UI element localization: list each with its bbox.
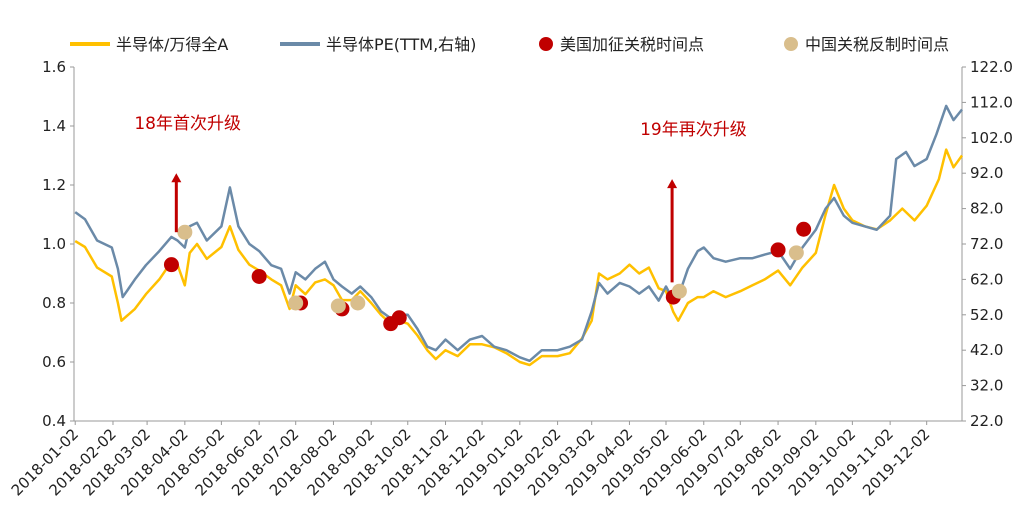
legend-label: 半导体PE(TTM,右轴) xyxy=(326,35,476,54)
y-right-tick-label: 112.0 xyxy=(970,93,1013,111)
us-tariff-marker xyxy=(251,268,267,284)
y-right-tick-label: 62.0 xyxy=(970,270,1003,288)
y-right-tick-label: 122.0 xyxy=(970,58,1013,76)
y-left-tick-label: 0.8 xyxy=(42,294,66,312)
legend-label: 中国关税反制时间点 xyxy=(805,35,949,54)
annotation-arrow-head xyxy=(667,179,678,189)
series-layer xyxy=(74,104,964,367)
series-line-1 xyxy=(74,148,964,367)
y-right-tick-label: 92.0 xyxy=(970,164,1003,182)
annotation-label: 19年再次升级 xyxy=(640,120,747,140)
legend-marker-swatch xyxy=(784,37,798,51)
y-right-tick-label: 102.0 xyxy=(970,129,1013,147)
annotation-layer: 18年首次升级 19年再次升级 xyxy=(134,114,747,283)
cn-countermeasure-marker xyxy=(350,295,366,311)
y-left-tick-label: 1.6 xyxy=(42,58,66,76)
y-left-tick-label: 0.4 xyxy=(42,412,66,430)
cn-countermeasure-marker xyxy=(177,224,193,240)
us-tariff-marker xyxy=(163,257,179,273)
us-tariff-marker xyxy=(391,310,407,326)
legend-marker-swatch xyxy=(539,37,553,51)
cn-countermeasure-marker xyxy=(330,298,346,314)
cn-countermeasure-marker xyxy=(788,245,804,261)
y-right-tick-label: 42.0 xyxy=(970,341,1003,359)
cn-countermeasure-marker xyxy=(671,283,687,299)
annotation-label: 18年首次升级 xyxy=(134,114,241,134)
y-right-tick-label: 82.0 xyxy=(970,200,1003,218)
legend: 半导体/万得全A 半导体PE(TTM,右轴) 美国加征关税时间点 中国关税反制时间点 xyxy=(70,35,949,54)
cn-countermeasure-marker xyxy=(288,295,304,311)
y-left-tick-label: 1.0 xyxy=(42,235,66,253)
y-left-tick-label: 1.4 xyxy=(42,117,66,135)
y-right-tick-label: 72.0 xyxy=(970,235,1003,253)
legend-label: 美国加征关税时间点 xyxy=(560,35,704,54)
legend-label: 半导体/万得全A xyxy=(116,35,228,54)
us-tariff-marker xyxy=(770,242,786,258)
y-right-tick-label: 32.0 xyxy=(970,377,1003,395)
y-left-tick-label: 1.2 xyxy=(42,176,66,194)
y-left-tick-label: 0.6 xyxy=(42,353,66,371)
y-right-tick-label: 52.0 xyxy=(970,306,1003,324)
series-line-2 xyxy=(74,104,963,363)
us-tariff-marker xyxy=(796,221,812,237)
annotation-arrow-head xyxy=(171,173,182,183)
y-right-tick-label: 22.0 xyxy=(970,412,1003,430)
marker-layer xyxy=(163,221,812,332)
